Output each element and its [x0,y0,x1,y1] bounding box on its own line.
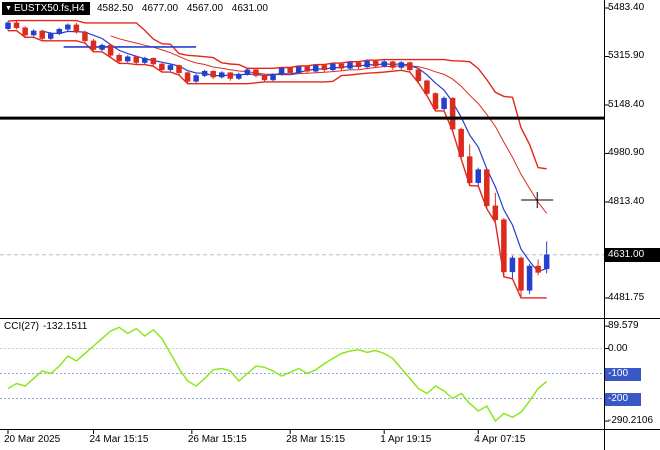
symbol-marker-icon: ▼ [5,5,12,12]
price-axis-label: 4813.40 [608,195,645,207]
price-axis-label: 5315.90 [608,50,645,62]
price-axis-label: 5483.40 [608,1,645,13]
time-axis-label: 1 Apr 19:15 [380,434,432,445]
price-axis-label: 4980.90 [608,147,645,159]
price-axis-label: 5148.40 [608,98,645,110]
cci-axis-label: 89.579 [608,320,639,332]
cci-level-label: -100 [605,367,641,381]
time-axis-label: 28 Mar 15:15 [286,434,346,445]
cci-axis-label: 0.00 [608,342,628,354]
time-axis-label: 20 Mar 2025 [4,434,61,445]
symbol-timeframe-label: ▼ EUSTX50.fs,H4 [2,2,90,15]
current-price-box: 4631.00 [604,247,660,262]
ohlc-values: 4582.50 4677.00 4567.00 4631.00 [97,3,268,14]
symbol-label: EUSTX50.fs,H4 [13,3,85,14]
cci-axis-label: -290.2106 [608,415,654,427]
cci-indicator-value: -132.1511 [43,321,88,332]
time-axis-label: 24 Mar 15:15 [89,434,149,445]
price-axis-label: 4481.75 [608,291,645,303]
cci-indicator-label: CCI(27) -132.1511 [4,321,91,332]
cci-indicator-name: CCI(27) [4,321,40,332]
cci-level-label: -200 [605,392,641,406]
time-axis-label: 4 Apr 07:15 [474,434,526,445]
time-axis-label: 26 Mar 15:15 [187,434,247,445]
